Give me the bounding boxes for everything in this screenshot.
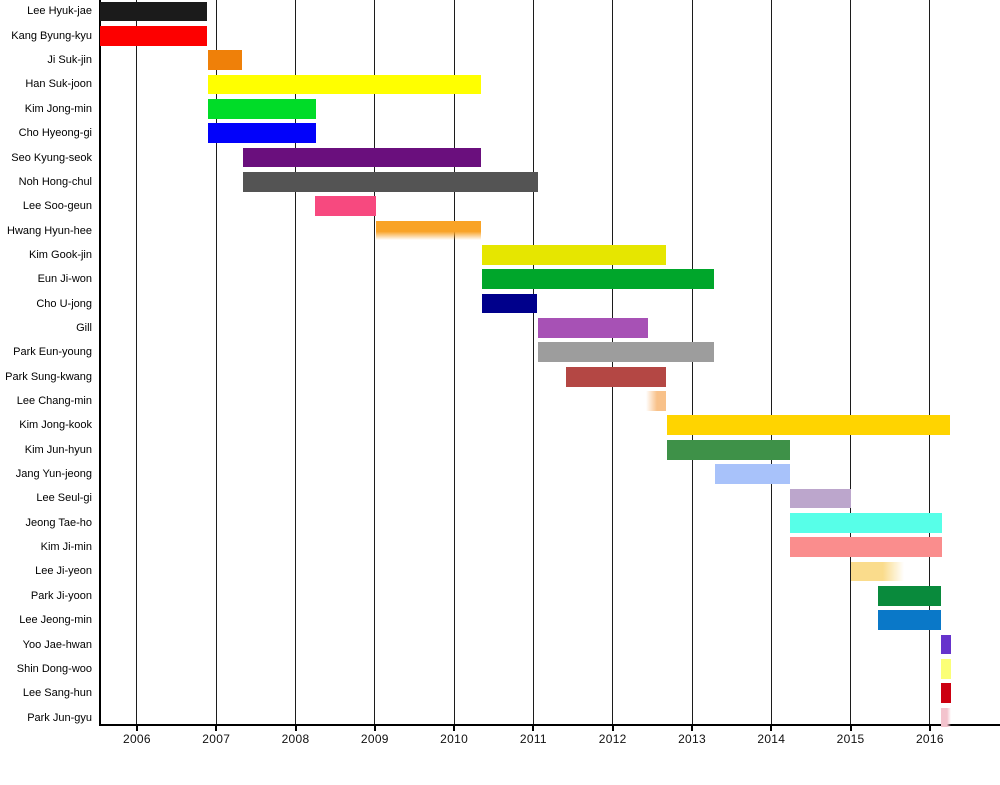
year-gridline (136, 0, 138, 724)
timeline-bar (789, 488, 851, 509)
x-axis-tick-label: 2013 (678, 732, 706, 746)
x-axis-tick (373, 724, 376, 731)
timeline-bar (941, 707, 952, 728)
year-gridline (295, 0, 297, 724)
timeline-bar (99, 25, 207, 46)
x-axis-tick (928, 724, 931, 731)
x-axis-tick (294, 724, 297, 731)
member-label: Park Ji-yoon (30, 589, 92, 602)
member-label: Lee Ji-yeon (35, 565, 92, 578)
timeline-bar (243, 147, 482, 168)
timeline-bar (538, 342, 715, 363)
member-label: Lee Chang-min (16, 395, 92, 407)
timeline-bar (941, 634, 952, 655)
timeline-bar (243, 171, 539, 192)
x-axis-tick-label: 2010 (440, 732, 469, 746)
member-label: Lee Soo-geun (22, 200, 92, 213)
timeline-bar (314, 196, 376, 217)
member-label: Shin Dong-woo (16, 662, 92, 675)
timeline-bar (789, 537, 942, 557)
x-axis-tick (849, 724, 852, 731)
timeline-bar (715, 464, 790, 484)
member-label: Hwang Hyun-hee (7, 224, 92, 237)
x-axis-tick (770, 724, 773, 731)
timeline-bar (941, 658, 952, 679)
member-label: Seo Kyung-seok (11, 151, 92, 164)
timeline-bar (851, 561, 904, 582)
x-axis-tick (453, 724, 456, 731)
member-label: Ji Suk-jin (47, 54, 92, 67)
x-axis-tick-label: 2011 (519, 732, 547, 746)
member-label: Kim Gook-jin (29, 248, 92, 261)
timeline-bar (941, 683, 952, 704)
member-label: Park Jun-gyu (27, 711, 92, 724)
member-label: Noh Hong-chul (18, 175, 92, 188)
member-label: Park Sung-kwang (5, 370, 92, 383)
timeline-bar (207, 98, 317, 119)
timeline-bar (375, 220, 482, 241)
member-label: Lee Jeong-min (19, 614, 92, 627)
timeline-bar (789, 512, 942, 533)
x-axis-tick-label: 2012 (598, 732, 627, 746)
year-gridline (770, 0, 772, 724)
member-label: Kim Ji-min (40, 541, 92, 554)
timeline-bar (666, 439, 790, 460)
year-gridline (929, 0, 931, 724)
timeline-bar (877, 585, 941, 606)
x-axis-tick (611, 724, 614, 731)
member-label: Kang Byung-kyu (11, 29, 92, 42)
member-label: Park Eun-young (13, 346, 92, 359)
x-axis-tick-label: 2007 (202, 732, 231, 746)
member-label: Lee Seul-gi (36, 492, 92, 505)
timeline-bar (481, 293, 537, 314)
year-gridline (453, 0, 455, 724)
member-label: Cho Hyeong-gi (18, 127, 92, 140)
x-axis-tick-label: 2015 (836, 732, 865, 746)
timeline-bar (481, 245, 666, 265)
timeline-bar (481, 269, 715, 290)
timeline-bar (207, 123, 317, 144)
member-label: Lee Hyuk-jae (27, 5, 92, 18)
x-axis-line (100, 724, 1000, 726)
member-label: Han Suk-joon (25, 78, 92, 91)
timeline-bar (646, 391, 666, 411)
member-label: Kim Jong-min (24, 102, 92, 115)
timeline-bar (666, 415, 950, 436)
timeline-bar (538, 318, 648, 338)
member-label: Kim Jun-hyun (24, 443, 92, 456)
member-label: Jeong Tae-ho (25, 516, 92, 529)
year-gridline (374, 0, 376, 724)
member-label: Eun Ji-won (37, 273, 92, 286)
x-axis-tick-label: 2009 (360, 732, 389, 746)
x-axis-tick-label: 2008 (281, 732, 310, 746)
member-label: Lee Sang-hun (22, 687, 92, 700)
x-axis-tick (532, 724, 535, 731)
year-gridline (850, 0, 852, 724)
member-label: Cho U-jong (36, 297, 92, 310)
y-axis-line (99, 0, 101, 726)
x-axis-tick (215, 724, 218, 731)
year-gridline (532, 0, 534, 724)
timeline-bar (565, 366, 666, 387)
timeline-bar (207, 50, 243, 70)
x-axis-tick (691, 724, 694, 731)
member-label: Kim Jong-kook (19, 419, 92, 432)
timeline-bar (207, 74, 482, 95)
member-label: Gill (76, 321, 92, 334)
x-axis-tick-label: 2006 (122, 732, 151, 746)
x-axis-tick (135, 724, 138, 731)
member-label: Yoo Jae-hwan (22, 638, 92, 651)
x-axis-tick-label: 2016 (915, 732, 944, 746)
year-gridline (215, 0, 217, 724)
member-label: Jang Yun-jeong (15, 468, 92, 481)
x-axis-tick-label: 2014 (757, 732, 786, 746)
timeline-bar (877, 610, 941, 631)
timeline-bar (99, 1, 207, 22)
